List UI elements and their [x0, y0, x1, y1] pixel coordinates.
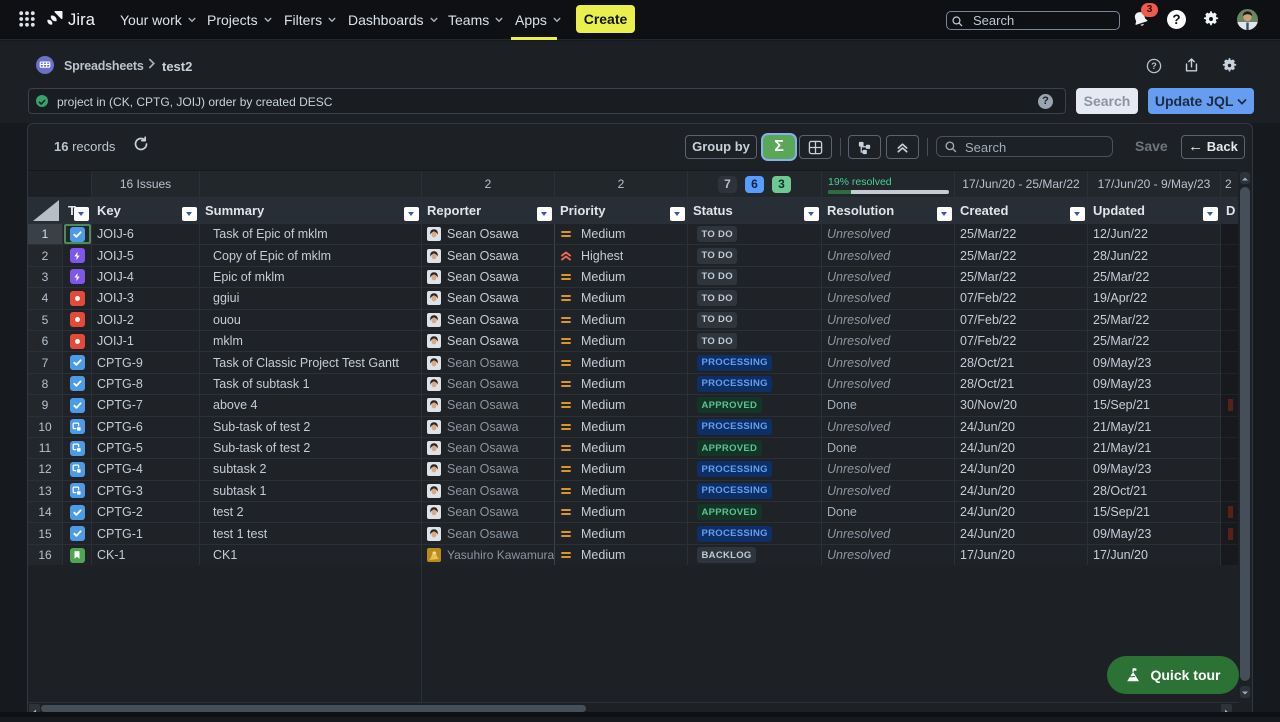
svg-text:?: ? — [1151, 61, 1157, 71]
